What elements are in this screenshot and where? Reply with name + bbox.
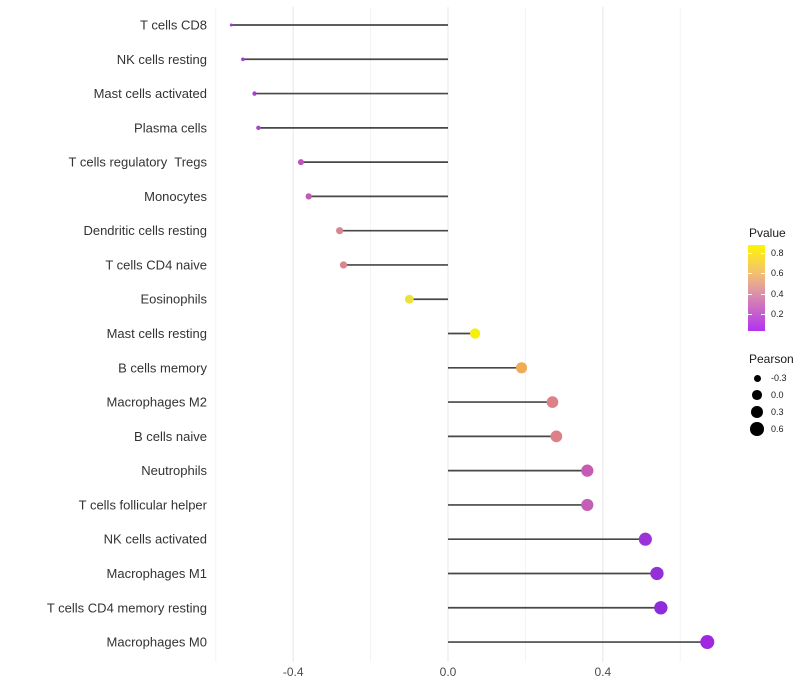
y-axis-label: Macrophages M0	[107, 635, 207, 650]
colorbar-tick	[761, 293, 765, 295]
colorbar-tick	[748, 253, 752, 254]
data-point	[654, 601, 668, 615]
size-legend-label: -0.3	[771, 373, 787, 383]
data-point	[252, 91, 257, 96]
y-axis-label: Eosinophils	[141, 292, 208, 307]
y-axis-label: T cells CD4 memory resting	[47, 600, 207, 615]
y-axis-label: NK cells activated	[104, 532, 207, 547]
y-axis-label: Macrophages M1	[107, 566, 207, 581]
data-point	[650, 566, 664, 581]
y-axis-label: Macrophages M2	[107, 395, 207, 410]
colorbar-tick	[748, 293, 752, 295]
data-point	[404, 294, 414, 304]
size-legend-dot	[752, 390, 762, 400]
pvalue-legend-title: Pvalue	[749, 226, 786, 240]
colorbar-tick-label: 0.8	[771, 248, 784, 258]
data-point	[336, 227, 344, 235]
colorbar-tick	[761, 253, 765, 254]
y-axis-label: Plasma cells	[134, 120, 207, 135]
data-point	[546, 396, 559, 408]
y-axis-label: T cells follicular helper	[79, 497, 208, 512]
colorbar-tick	[761, 313, 765, 315]
pvalue-colorbar	[748, 245, 765, 331]
data-point	[305, 193, 312, 200]
data-point	[241, 57, 245, 62]
y-axis-label: B cells naive	[134, 429, 207, 444]
data-point	[229, 23, 233, 27]
size-legend-label: 0.6	[771, 424, 784, 434]
x-axis-tick-label: -0.4	[283, 665, 304, 679]
colorbar-tick	[748, 313, 752, 315]
colorbar-tick	[748, 273, 752, 275]
y-axis-label: Mast cells resting	[107, 326, 207, 341]
data-point	[581, 464, 594, 477]
size-legend-dot	[753, 374, 761, 382]
x-axis-tick-label: 0.4	[594, 665, 611, 679]
data-point	[700, 635, 715, 650]
data-point	[550, 430, 563, 443]
colorbar-tick-label: 0.2	[771, 308, 784, 319]
data-point	[581, 498, 594, 512]
y-axis-label: Mast cells activated	[94, 86, 207, 101]
y-axis-label: T cells CD4 naive	[105, 257, 207, 272]
y-axis-label: Monocytes	[144, 189, 207, 204]
y-axis-label: NK cells resting	[117, 52, 207, 67]
size-legend-dot	[750, 422, 764, 436]
data-point	[469, 328, 481, 339]
size-legend-label: 0.3	[771, 407, 784, 417]
x-axis-tick-label: 0.0	[440, 665, 457, 679]
colorbar-tick-label: 0.4	[771, 288, 784, 299]
y-axis-label: Dendritic cells resting	[83, 223, 207, 238]
colorbar-tick	[761, 273, 765, 275]
y-axis-label: B cells memory	[118, 360, 207, 375]
data-point	[297, 159, 304, 166]
pearson-legend-title: Pearson	[749, 352, 794, 366]
data-point	[638, 532, 652, 546]
data-point	[339, 261, 348, 269]
y-axis-label: T cells regulatory Tregs	[69, 155, 208, 170]
data-point	[256, 125, 261, 131]
size-legend-dot	[751, 406, 763, 418]
size-legend-label: 0.0	[771, 390, 784, 400]
y-axis-label: T cells CD8	[140, 18, 207, 33]
data-point	[515, 362, 528, 374]
colorbar-tick-label: 0.6	[771, 268, 784, 279]
y-axis-label: Neutrophils	[141, 463, 207, 478]
